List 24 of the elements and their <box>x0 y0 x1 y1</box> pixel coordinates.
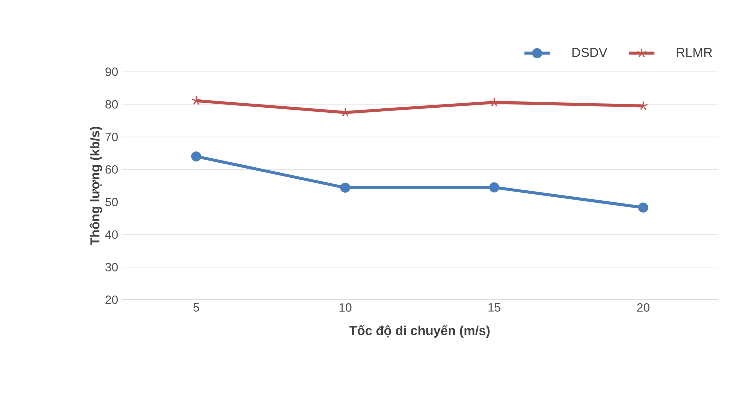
point <box>638 202 649 213</box>
y-tick-label: 30 <box>106 263 118 272</box>
point <box>340 108 350 117</box>
point <box>490 98 500 107</box>
point <box>192 96 202 106</box>
x-axis-title: Tốc độ di chuyển (m/s) <box>350 324 490 338</box>
point <box>340 182 351 194</box>
x-tick-label: 15 <box>488 304 501 312</box>
legend-label: RLMR <box>677 48 712 58</box>
y-tick-label: 80 <box>106 100 118 109</box>
x-tick-label: 10 <box>340 304 352 312</box>
y-tick-label: 20 <box>106 296 118 304</box>
y-tick-label: 90 <box>106 68 118 76</box>
point <box>489 182 500 193</box>
x-tick-label: 5 <box>194 304 200 312</box>
y-tick-label: 60 <box>106 165 118 174</box>
y-tick-label: 50 <box>106 198 118 207</box>
y-tick-label: 40 <box>105 230 118 240</box>
y-tick-label: 70 <box>106 132 118 142</box>
x-tick-label: 20 <box>637 304 650 312</box>
point <box>191 152 202 162</box>
point <box>638 101 648 110</box>
legend-label: DSDV <box>572 48 608 58</box>
y-axis-title: Thông lượng (kb/s) <box>90 126 102 246</box>
